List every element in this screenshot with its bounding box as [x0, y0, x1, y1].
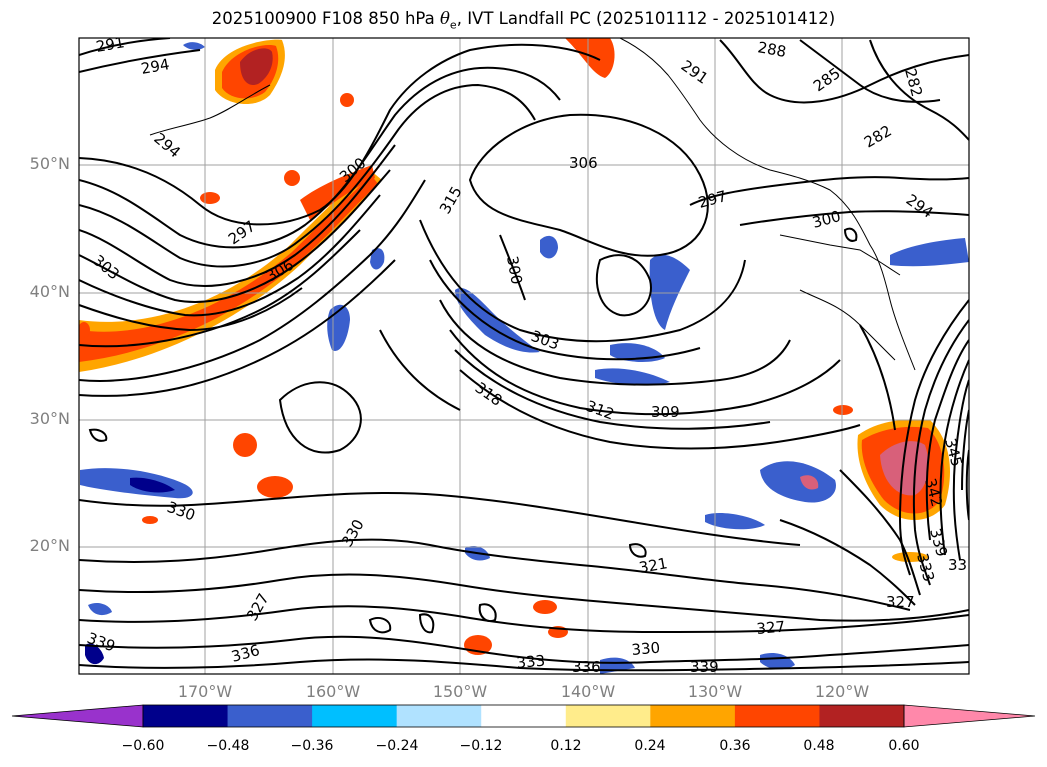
- contour-label: 288: [756, 38, 787, 61]
- lon-label-120w: 120°W: [814, 682, 870, 701]
- map-background: [79, 38, 969, 674]
- colorbar-segment: [481, 705, 567, 727]
- lat-label-20n: 20°N: [29, 536, 70, 555]
- colorbar-segment: [143, 705, 229, 727]
- colorbar-tick-label: 0.12: [550, 738, 582, 754]
- lon-label-140w: 140°W: [560, 682, 616, 701]
- colorbar-tick-label: −0.36: [290, 738, 334, 754]
- lon-label-160w: 160°W: [305, 682, 361, 701]
- contour-label: 291: [95, 33, 126, 56]
- colorbar-segment: [565, 705, 651, 727]
- lat-label-40n: 40°N: [29, 282, 70, 301]
- map-frame: [78, 37, 970, 675]
- colorbar-tick-label: 0.24: [634, 738, 666, 754]
- colorbar-tick-label: 0.60: [888, 738, 920, 754]
- coastlines: [149, 38, 916, 371]
- map-title: 2025100900 F108 850 hPa θe, IVT Landfall…: [211, 9, 836, 32]
- contour-label: 336: [572, 658, 601, 676]
- colorbar: [11, 704, 1036, 728]
- lat-label-30n: 30°N: [29, 409, 70, 428]
- contour-label: 321: [638, 554, 669, 577]
- colorbar-segment: [650, 705, 736, 727]
- contour-label: 330: [631, 639, 661, 659]
- colorbar-tick-label: −0.24: [375, 738, 419, 754]
- lon-label-170w: 170°W: [177, 682, 233, 701]
- colorbar-tick-label: −0.48: [206, 738, 250, 754]
- contour-label: 33: [948, 556, 967, 574]
- colorbar-extend-low: [11, 704, 144, 728]
- lon-label-150w: 150°W: [432, 682, 488, 701]
- contour-label: 294: [140, 55, 171, 78]
- colorbar-extend-high: [903, 704, 1036, 728]
- colorbar-segment: [819, 705, 905, 727]
- colorbar-tick-label: −0.60: [121, 738, 165, 754]
- colorbar-tick-label: −0.12: [459, 738, 503, 754]
- contour-label: 306: [569, 154, 598, 172]
- theta-e-contours: [79, 38, 969, 672]
- graticule: [79, 38, 969, 674]
- colorbar-segment: [734, 705, 820, 727]
- colorbar-segment: [396, 705, 482, 727]
- colorbar-frame: [142, 704, 905, 728]
- lat-label-50n: 50°N: [29, 154, 70, 173]
- colorbar-tick-label: 0.36: [719, 738, 751, 754]
- contour-label: 327: [886, 593, 915, 611]
- contour-label: 333: [516, 652, 546, 672]
- colorbar-segment: [312, 705, 398, 727]
- contour-label: 339: [690, 658, 719, 676]
- contour-label: 300: [503, 255, 526, 286]
- contour-label: 309: [651, 403, 680, 421]
- lon-label-130w: 130°W: [687, 682, 743, 701]
- colorbar-tick-label: 0.48: [803, 738, 835, 754]
- colorbar-segment: [227, 705, 313, 727]
- contour-label: 327: [756, 618, 786, 638]
